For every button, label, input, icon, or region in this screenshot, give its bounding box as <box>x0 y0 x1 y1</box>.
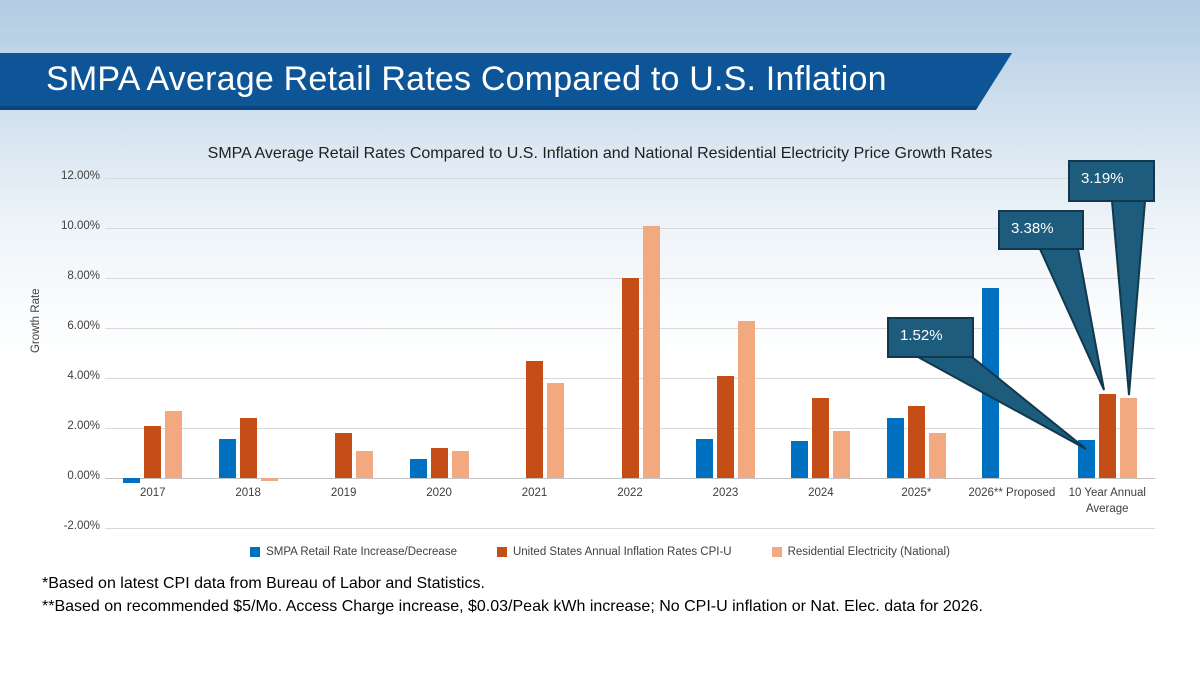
bar <box>737 320 755 478</box>
x-tick-label: 2018 <box>235 487 261 499</box>
bar <box>1077 440 1095 478</box>
y-tick-label: 0.00% <box>67 470 100 482</box>
bar <box>144 425 162 478</box>
bar <box>833 430 851 478</box>
bar <box>430 448 448 478</box>
bar <box>165 410 183 478</box>
callout-1-52-: 1.52% <box>887 317 974 358</box>
x-tick-label: 2017 <box>139 487 166 499</box>
x-tick-label: 2025* <box>901 487 932 499</box>
footnote-2: **Based on recommended $5/Mo. Access Cha… <box>42 597 983 615</box>
x-tick-label: 2019 <box>330 487 357 499</box>
y-tick-label: 4.00% <box>67 370 100 382</box>
y-tick-label: -2.00% <box>63 520 100 532</box>
page-title: SMPA Average Retail Rates Compared to U.… <box>46 60 887 98</box>
chart-title: SMPA Average Retail Rates Compared to U.… <box>207 145 993 162</box>
gridline <box>105 228 1155 229</box>
legend-swatch-electricity-icon <box>771 547 782 557</box>
bar <box>716 375 734 478</box>
bar <box>260 478 278 481</box>
bar <box>982 288 1000 478</box>
gridline <box>105 178 1155 179</box>
bar <box>621 278 639 478</box>
footnotes: *Based on latest CPI data from Bureau of… <box>42 573 983 618</box>
bar <box>239 418 257 478</box>
y-tick-label: 2.00% <box>67 420 100 432</box>
legend-label-cpi: United States Annual Inflation Rates CPI… <box>512 546 732 558</box>
bar <box>335 433 353 478</box>
bar <box>123 478 141 483</box>
bar <box>642 225 660 478</box>
y-tick-label: 6.00% <box>67 320 100 332</box>
legend-label-smpa: SMPA Retail Rate Increase/Decrease <box>266 546 457 558</box>
legend-item-electricity: Residential Electricity (National) <box>771 546 950 558</box>
legend-item-smpa: SMPA Retail Rate Increase/Decrease <box>250 546 457 558</box>
x-tick-label: 2020 <box>426 487 452 499</box>
x-tick-label: 2022 <box>617 487 643 499</box>
page-title-banner: SMPA Average Retail Rates Compared to U.… <box>0 53 1012 110</box>
x-tick-label: 2026** Proposed <box>968 487 1056 499</box>
bar <box>547 383 565 478</box>
callout-3-38-: 3.38% <box>998 210 1084 250</box>
bar <box>812 398 830 478</box>
legend-item-cpi: United States Annual Inflation Rates CPI… <box>496 546 732 558</box>
legend-swatch-smpa-icon <box>250 547 261 557</box>
gridline <box>105 528 1155 529</box>
bar <box>1098 393 1116 478</box>
bar <box>356 450 374 478</box>
footnote-1: *Based on latest CPI data from Bureau of… <box>42 575 485 592</box>
y-tick-label: 12.00% <box>60 170 100 182</box>
x-tick-label: 2024 <box>808 487 834 499</box>
legend-label-electricity: Residential Electricity (National) <box>787 546 950 558</box>
legend-swatch-cpi-icon <box>496 547 507 557</box>
x-tick-label: 10 Year Annual Average <box>1068 487 1146 515</box>
bar <box>791 440 809 478</box>
bar <box>409 459 427 478</box>
bar <box>928 433 946 478</box>
bar <box>526 360 544 478</box>
bar <box>886 418 904 478</box>
bar <box>695 439 713 478</box>
bar <box>218 439 236 478</box>
y-tick-label: 10.00% <box>60 220 100 232</box>
bar <box>907 405 925 478</box>
bar <box>1119 398 1137 478</box>
y-tick-label: 8.00% <box>67 270 100 282</box>
gridline <box>105 478 1155 479</box>
x-tick-label: 2021 <box>521 487 548 499</box>
callout-3-19-: 3.19% <box>1068 160 1155 202</box>
legend: SMPA Retail Rate Increase/Decrease Unite… <box>0 546 1200 558</box>
x-tick-label: 2023 <box>712 487 739 499</box>
bar <box>451 450 469 478</box>
plot-area: 2017 2018 2019 2020 2021 2022 2023 2024 2025* 202… <box>105 178 1155 529</box>
